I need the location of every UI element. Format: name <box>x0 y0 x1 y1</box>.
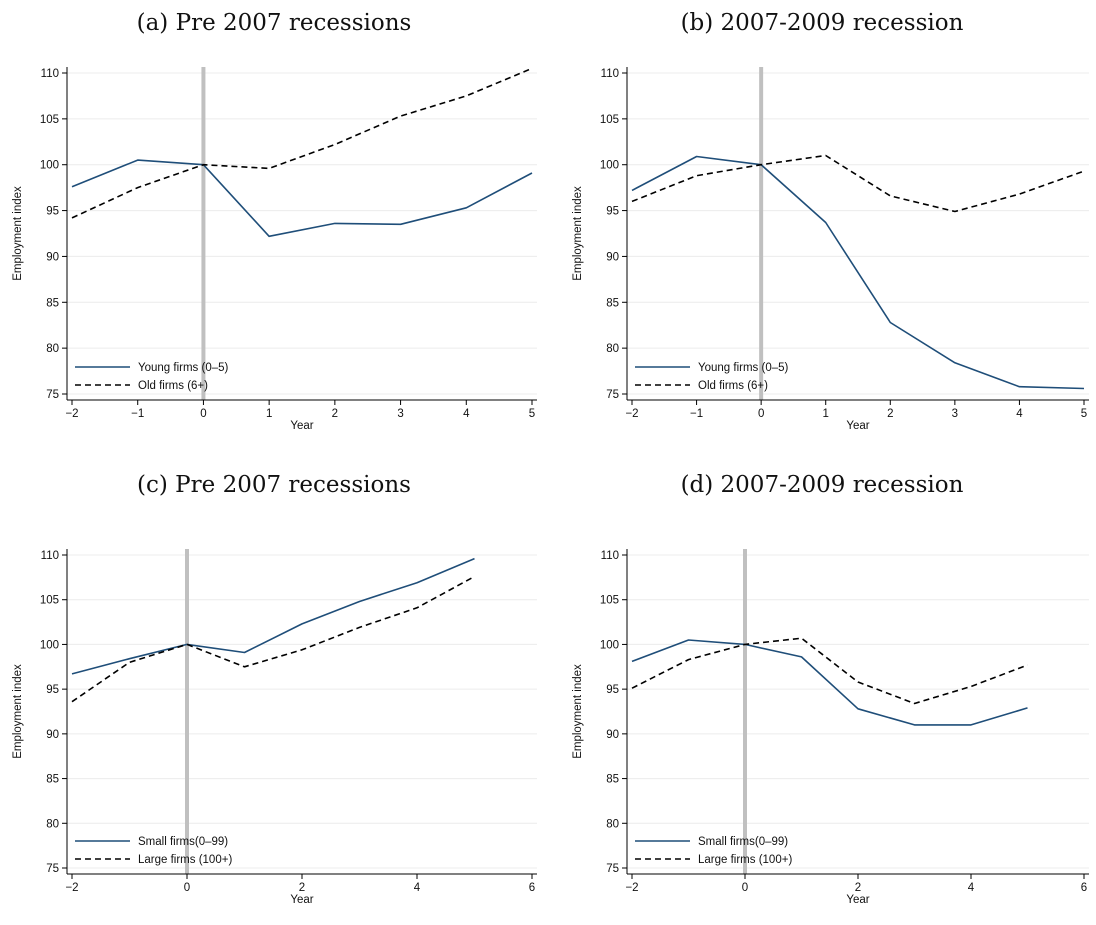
series-line-2 <box>71 67 533 219</box>
panel-title: (a) Pre 2007 recessions <box>136 10 412 36</box>
y-tick-label: 105 <box>40 595 59 607</box>
x-tick-label: 2 <box>855 882 861 894</box>
panel-title: (b) 2007-2009 recession <box>680 10 964 36</box>
y-tick-label: 110 <box>601 68 619 80</box>
chart-b: 75 80 85 90 95 100 105 110 −2 −1 0 1 2 3 4 5 Year Employm… <box>572 67 1089 432</box>
y-tick-label: 80 <box>606 343 619 355</box>
x-axis-label: Year <box>846 420 869 432</box>
x-tick-label: 0 <box>184 882 190 894</box>
y-tick-label: 95 <box>46 684 59 696</box>
x-tick-label: 1 <box>266 408 272 420</box>
series-line-1 <box>631 155 1085 390</box>
y-tick-label: 90 <box>606 729 619 741</box>
legend-label: Small firms(0–99) <box>698 836 788 848</box>
chart-a: 75 80 85 90 95 100 105 110 −2 −1 0 1 2 3 4 5 Year Employm… <box>12 67 537 432</box>
x-tick-label: −2 <box>65 408 78 420</box>
y-tick-label: 95 <box>46 206 59 218</box>
y-tick-label: 110 <box>41 68 59 80</box>
y-tick-label: 100 <box>600 639 619 651</box>
y-tick-label: 80 <box>46 343 59 355</box>
legend-label: Large firms (100+) <box>138 854 232 866</box>
legend-label: Old firms (6+) <box>698 380 768 392</box>
y-tick-label: 75 <box>606 389 619 401</box>
panel-title: (d) 2007-2009 recession <box>680 472 964 498</box>
y-axis-label: Employment index <box>572 664 584 759</box>
x-tick-label: 6 <box>529 882 535 894</box>
x-tick-label: 5 <box>529 408 535 420</box>
y-tick-label: 110 <box>601 550 619 562</box>
legend-label: Old firms (6+) <box>138 380 208 392</box>
y-tick-label: 105 <box>600 595 619 607</box>
series-line-1 <box>71 159 533 238</box>
x-tick-label: −1 <box>690 408 703 420</box>
panel-b: (b) 2007-2009 recession 75 80 85 90 95 100 105… <box>548 0 1096 462</box>
x-tick-label: −2 <box>625 882 638 894</box>
x-tick-label: −1 <box>131 408 144 420</box>
series-line-2 <box>631 637 1028 705</box>
legend-label: Large firms (100+) <box>698 854 792 866</box>
y-tick-label: 90 <box>606 251 619 263</box>
y-tick-label: 75 <box>46 389 59 401</box>
y-tick-label: 105 <box>600 114 619 126</box>
legend-label: Young firms (0–5) <box>138 362 229 374</box>
chart-d: 75 80 85 90 95 100 105 110 −2 0 2 4 6 Year Employment … <box>572 549 1089 906</box>
x-tick-label: 3 <box>952 408 958 420</box>
y-tick-label: 85 <box>606 297 619 309</box>
y-axis-label: Employment index <box>12 664 24 759</box>
x-axis-label: Year <box>290 420 313 432</box>
y-tick-label: 110 <box>41 550 59 562</box>
x-tick-label: 0 <box>200 408 206 420</box>
x-tick-label: 5 <box>1081 408 1087 420</box>
x-tick-label: −2 <box>625 408 638 420</box>
x-tick-label: 4 <box>1016 408 1023 420</box>
y-tick-label: 80 <box>46 818 59 830</box>
x-tick-label: 0 <box>742 882 748 894</box>
series-line-1 <box>631 639 1028 726</box>
panel-title: (c) Pre 2007 recessions <box>137 472 411 498</box>
y-axis-label: Employment index <box>572 186 584 281</box>
y-tick-label: 105 <box>40 114 59 126</box>
legend-label: Young firms (0–5) <box>698 362 789 374</box>
panel-d: (d) 2007-2009 recession 75 80 85 90 95 100 105… <box>548 462 1096 924</box>
y-tick-label: 75 <box>606 863 619 875</box>
y-tick-label: 100 <box>600 160 619 172</box>
y-tick-label: 95 <box>606 684 619 696</box>
y-tick-label: 95 <box>606 206 619 218</box>
y-tick-label: 100 <box>40 639 59 651</box>
y-tick-label: 85 <box>606 774 619 786</box>
series-line-2 <box>631 154 1085 213</box>
y-tick-label: 75 <box>46 863 59 875</box>
x-tick-label: 4 <box>463 408 470 420</box>
x-axis-label: Year <box>846 894 869 906</box>
x-tick-label: −2 <box>65 882 78 894</box>
x-tick-label: 2 <box>332 408 338 420</box>
x-tick-label: 6 <box>1081 882 1087 894</box>
y-tick-label: 100 <box>40 160 59 172</box>
x-tick-label: 3 <box>397 408 403 420</box>
y-tick-label: 90 <box>46 251 59 263</box>
x-tick-label: 1 <box>823 408 829 420</box>
chart-c: 75 80 85 90 95 100 105 110 −2 0 2 4 6 Year Employment … <box>12 549 537 906</box>
x-tick-label: 0 <box>758 408 764 420</box>
y-tick-label: 90 <box>46 729 59 741</box>
panel-c: (c) Pre 2007 recessions 75 80 85 90 95 100 105… <box>0 462 548 924</box>
series-line-2 <box>71 575 475 703</box>
x-tick-label: 2 <box>887 408 893 420</box>
x-tick-label: 2 <box>299 882 305 894</box>
y-tick-label: 80 <box>606 818 619 830</box>
y-axis-label: Employment index <box>12 186 24 281</box>
series-line-1 <box>71 557 475 675</box>
panel-a: (a) Pre 2007 recessions 75 80 85 90 95 100 105… <box>0 0 548 462</box>
x-tick-label: 4 <box>968 882 975 894</box>
x-axis-label: Year <box>290 894 313 906</box>
y-tick-label: 85 <box>46 774 59 786</box>
legend-label: Small firms(0–99) <box>138 836 228 848</box>
y-tick-label: 85 <box>46 297 59 309</box>
x-tick-label: 4 <box>414 882 421 894</box>
